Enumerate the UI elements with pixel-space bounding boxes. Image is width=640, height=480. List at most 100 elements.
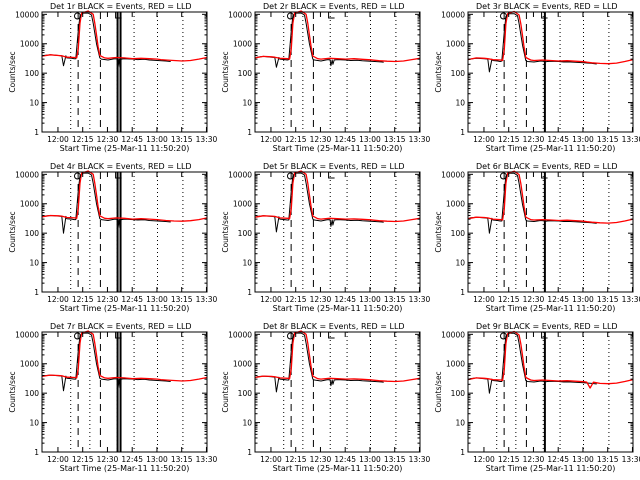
detector-panel-4: 1 10 100 1000 10000 12:00 12:15 12:30 12:45 13:00… bbox=[8, 162, 217, 313]
legend-circle-marker bbox=[499, 332, 507, 340]
y-axis-label: Counts/sec bbox=[8, 371, 17, 412]
legend-circle-marker bbox=[286, 12, 294, 20]
x-tick-label: 12:30 bbox=[97, 295, 119, 304]
y-tick-label: 10 bbox=[29, 259, 39, 268]
y-tick-label: 1 bbox=[460, 288, 465, 297]
panel-title: Det 6r BLACK = Events, RED = LLD bbox=[476, 162, 618, 171]
events-series-line bbox=[256, 172, 384, 233]
plot-frame bbox=[254, 331, 421, 453]
x-tick-label: 12:45 bbox=[121, 455, 143, 464]
x-tick-label: 12:00 bbox=[47, 295, 69, 304]
x-axis-label: Start Time (25-Mar-11 11:50:20) bbox=[486, 144, 616, 153]
y-tick-label: 10000 bbox=[441, 330, 465, 339]
panel-title: Det 9r BLACK = Events, RED = LLD bbox=[476, 322, 618, 331]
x-tick-label: 13:30 bbox=[409, 455, 431, 464]
lld-series-line bbox=[254, 10, 421, 63]
y-tick-label: 1000 bbox=[446, 360, 465, 369]
detector-panel-7: 1 10 100 1000 10000 12:00 12:15 12:30 12:45 13:00… bbox=[8, 322, 217, 473]
x-tick-label: 13:00 bbox=[359, 455, 381, 464]
detector-panel-5: 1 10 100 1000 10000 12:00 12:15 12:30 12:45 13:00… bbox=[221, 162, 430, 313]
legend-circle-marker bbox=[286, 332, 294, 340]
detector-panel-8: 1 10 100 1000 10000 12:00 12:15 12:30 12:45 13:00… bbox=[221, 322, 430, 473]
x-tick-label: 12:30 bbox=[523, 295, 545, 304]
y-tick-label: 1 bbox=[247, 288, 252, 297]
y-tick-label: 10000 bbox=[228, 10, 252, 19]
events-series-line bbox=[43, 12, 171, 69]
plot-frame bbox=[254, 171, 421, 293]
x-tick-label: 12:45 bbox=[547, 455, 569, 464]
plot-frame bbox=[467, 171, 634, 293]
y-tick-label: 10 bbox=[455, 99, 465, 108]
y-tick-label: 10 bbox=[455, 419, 465, 428]
x-tick-label: 13:30 bbox=[409, 135, 431, 144]
y-tick-label: 100 bbox=[238, 69, 253, 78]
x-tick-label: 12:15 bbox=[498, 295, 520, 304]
x-tick-label: 12:15 bbox=[498, 135, 520, 144]
y-tick-label: 10 bbox=[242, 99, 252, 108]
y-tick-label: 1000 bbox=[233, 200, 252, 209]
detector-panel-1: 1 10 100 1000 10000 12:00 12:15 12:30 12:45 13:00… bbox=[8, 2, 217, 153]
panel-title: Det 7r BLACK = Events, RED = LLD bbox=[50, 322, 192, 331]
x-tick-label: 12:45 bbox=[121, 295, 143, 304]
y-tick-label: 10000 bbox=[228, 170, 252, 179]
y-tick-label: 100 bbox=[25, 389, 40, 398]
lld-series-line bbox=[41, 10, 208, 62]
y-tick-label: 10000 bbox=[441, 10, 465, 19]
panel-title: Det 1r BLACK = Events, RED = LLD bbox=[50, 2, 192, 11]
x-tick-label: 13:15 bbox=[597, 135, 619, 144]
x-axis-label: Start Time (25-Mar-11 11:50:20) bbox=[60, 464, 190, 473]
x-tick-label: 12:30 bbox=[97, 135, 119, 144]
x-axis-label: Start Time (25-Mar-11 11:50:20) bbox=[486, 464, 616, 473]
y-tick-label: 1 bbox=[247, 128, 252, 137]
x-tick-label: 12:00 bbox=[260, 295, 282, 304]
y-tick-label: 10 bbox=[455, 259, 465, 268]
y-tick-label: 1 bbox=[34, 448, 39, 457]
legend-corner-marker bbox=[115, 332, 122, 339]
legend-corner-marker bbox=[328, 172, 335, 179]
x-tick-label: 13:00 bbox=[572, 135, 594, 144]
plot-frame bbox=[467, 331, 634, 453]
x-tick-label: 12:00 bbox=[260, 455, 282, 464]
y-tick-label: 100 bbox=[238, 229, 253, 238]
y-tick-label: 10 bbox=[242, 419, 252, 428]
y-tick-label: 100 bbox=[25, 69, 40, 78]
x-axis-label: Start Time (25-Mar-11 11:50:20) bbox=[60, 144, 190, 153]
x-tick-label: 12:00 bbox=[473, 295, 495, 304]
x-axis-label: Start Time (25-Mar-11 11:50:20) bbox=[273, 304, 403, 313]
events-series-line bbox=[469, 172, 597, 234]
x-tick-label: 12:15 bbox=[285, 455, 307, 464]
y-tick-label: 1000 bbox=[20, 40, 39, 49]
x-tick-label: 12:30 bbox=[310, 135, 332, 144]
y-axis-label: Counts/sec bbox=[434, 51, 443, 92]
x-tick-label: 12:45 bbox=[121, 135, 143, 144]
panel-title: Det 5r BLACK = Events, RED = LLD bbox=[263, 162, 405, 171]
y-tick-label: 1000 bbox=[20, 360, 39, 369]
x-tick-label: 12:00 bbox=[473, 455, 495, 464]
legend-corner-marker bbox=[328, 332, 335, 339]
y-tick-label: 100 bbox=[451, 229, 466, 238]
x-tick-label: 13:15 bbox=[384, 135, 406, 144]
x-tick-label: 13:30 bbox=[196, 135, 218, 144]
panel-title: Det 2r BLACK = Events, RED = LLD bbox=[263, 2, 405, 11]
x-tick-label: 12:30 bbox=[310, 295, 332, 304]
x-tick-label: 12:30 bbox=[310, 455, 332, 464]
y-tick-label: 1 bbox=[247, 448, 252, 457]
x-tick-label: 13:15 bbox=[384, 455, 406, 464]
legend-corner-marker bbox=[541, 172, 548, 179]
y-tick-label: 10 bbox=[29, 419, 39, 428]
y-tick-label: 1 bbox=[34, 288, 39, 297]
x-tick-label: 13:30 bbox=[622, 135, 640, 144]
x-tick-label: 13:15 bbox=[171, 455, 193, 464]
x-tick-label: 13:30 bbox=[409, 295, 431, 304]
y-tick-label: 10000 bbox=[441, 170, 465, 179]
x-tick-label: 13:30 bbox=[622, 455, 640, 464]
panel-title: Det 3r BLACK = Events, RED = LLD bbox=[476, 2, 618, 11]
lld-series-line bbox=[41, 170, 208, 222]
lld-series-line bbox=[467, 170, 634, 224]
x-tick-label: 12:00 bbox=[47, 455, 69, 464]
x-axis-label: Start Time (25-Mar-11 11:50:20) bbox=[273, 464, 403, 473]
x-tick-label: 13:15 bbox=[597, 455, 619, 464]
lld-series-line bbox=[254, 330, 421, 383]
y-tick-label: 100 bbox=[451, 69, 466, 78]
legend-circle-marker bbox=[73, 172, 81, 180]
